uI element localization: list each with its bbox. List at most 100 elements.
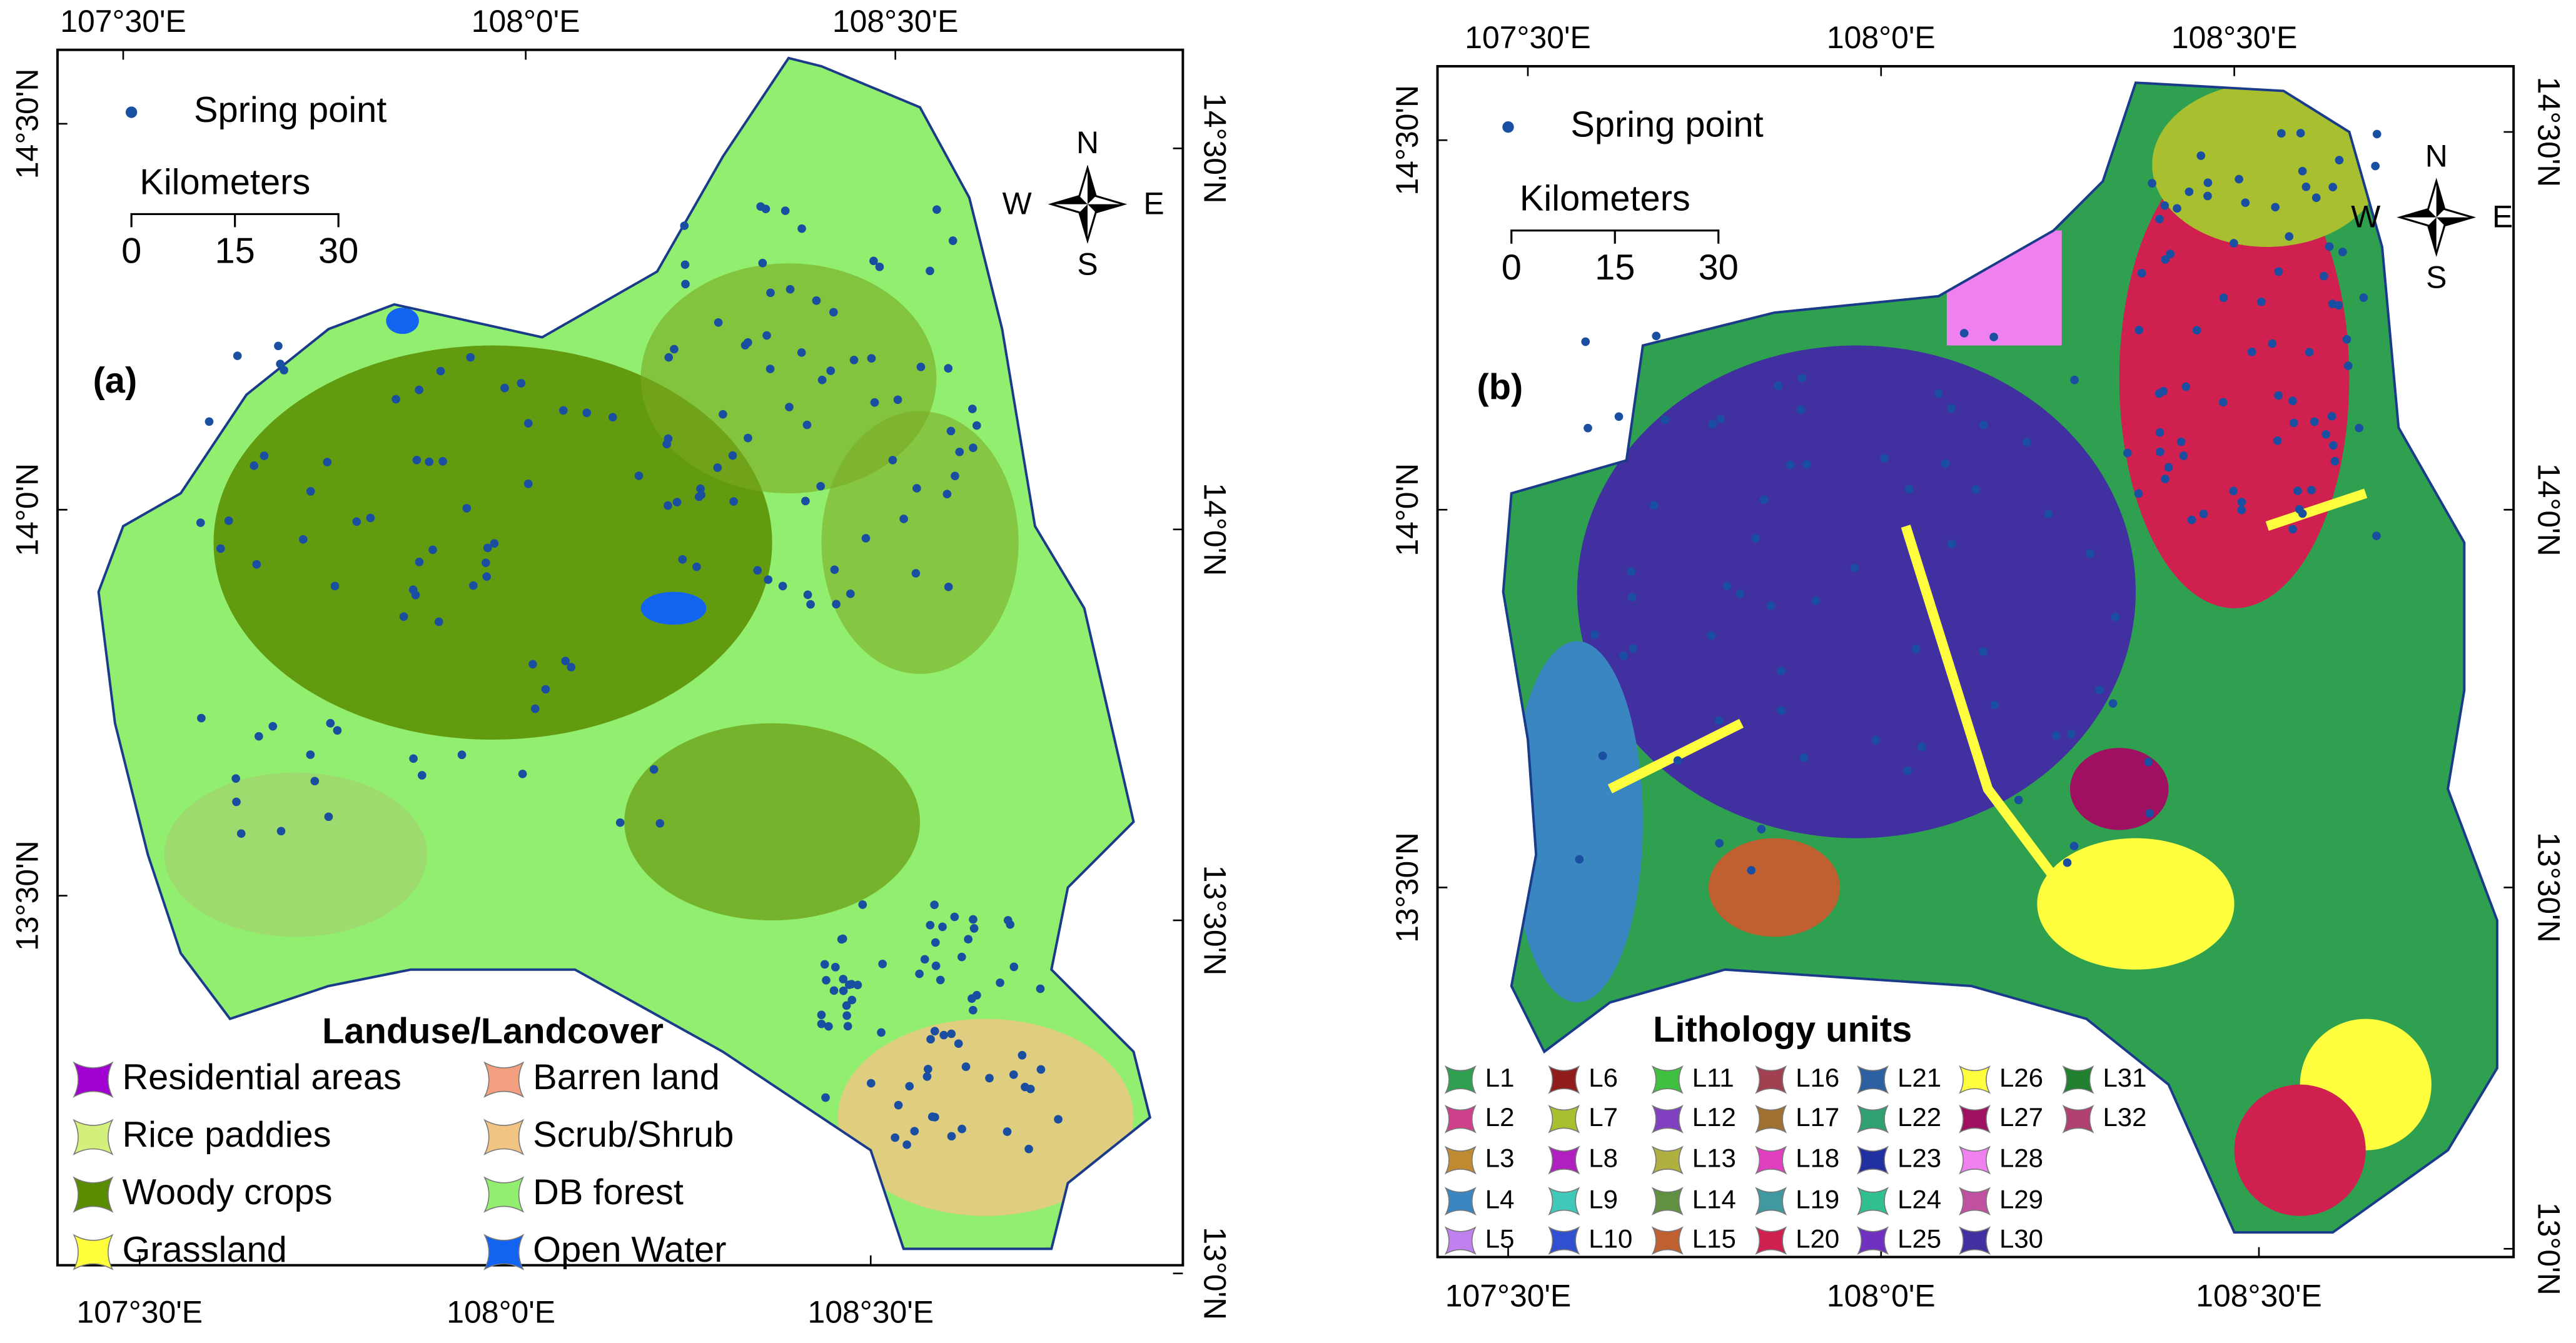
spring-point xyxy=(931,961,941,970)
spring-point xyxy=(2095,685,2104,695)
spring-point xyxy=(2338,248,2347,256)
spring-point xyxy=(670,345,679,354)
spring-point xyxy=(233,351,242,360)
spring-point xyxy=(1751,534,1760,543)
spring-point xyxy=(2274,267,2283,276)
spring-point xyxy=(915,969,924,978)
spring-point xyxy=(891,1133,900,1142)
spring-point xyxy=(817,375,827,385)
spring-point xyxy=(1959,329,1969,338)
spring-point xyxy=(2257,297,2266,306)
legend-swatch xyxy=(1444,1226,1477,1255)
spring-point xyxy=(2343,361,2353,370)
spring-point xyxy=(2218,398,2228,407)
compass-label: E xyxy=(1143,186,1164,221)
spring-point xyxy=(926,1035,935,1044)
spring-point xyxy=(615,818,625,827)
spring-point xyxy=(985,1074,994,1083)
spring-point xyxy=(2330,456,2340,466)
spring-point xyxy=(2298,166,2307,176)
spring-point xyxy=(558,406,568,415)
spring-point xyxy=(785,284,795,294)
legend-swatch xyxy=(1651,1065,1684,1094)
spring-point xyxy=(1619,651,1628,660)
spring-point xyxy=(2372,531,2381,540)
spring-point xyxy=(655,819,665,828)
spring-point xyxy=(947,1029,956,1039)
legend-swatch xyxy=(73,1119,114,1155)
spring-point xyxy=(2203,191,2212,201)
compass-label: S xyxy=(1077,247,1098,282)
spring-point xyxy=(2321,430,2331,439)
spring-point xyxy=(2298,509,2307,518)
spring-point xyxy=(2327,412,2336,421)
spring-point xyxy=(944,582,953,591)
legend-swatch xyxy=(1651,1187,1684,1216)
spring-point xyxy=(2311,193,2321,203)
legend-swatch xyxy=(1857,1187,1889,1216)
spring-point xyxy=(1747,866,1756,875)
spring-point xyxy=(802,420,812,430)
spring-point xyxy=(812,296,821,305)
spring-point xyxy=(1026,1084,1035,1094)
legend-swatch xyxy=(483,1061,525,1099)
spring-point xyxy=(530,704,540,713)
spring-point xyxy=(1708,420,1717,429)
legend-swatch xyxy=(1959,1065,1991,1094)
legend-label: L26 xyxy=(1999,1063,2043,1092)
spring-point xyxy=(762,331,771,340)
legend-swatch xyxy=(483,1234,525,1270)
spring-point xyxy=(877,1028,886,1037)
spring-point xyxy=(1715,838,1724,848)
spring-point xyxy=(847,995,857,1005)
spring-point xyxy=(829,986,839,995)
spring-point xyxy=(1598,752,1607,760)
spring-point xyxy=(2237,505,2246,515)
spring-point xyxy=(728,451,737,460)
spring-point xyxy=(457,750,467,760)
spring-point xyxy=(518,770,527,778)
spring-point xyxy=(1767,601,1775,610)
legend-label: L20 xyxy=(1796,1224,1839,1253)
tick-label: 14°0'N xyxy=(2532,463,2567,556)
spring-point xyxy=(224,516,233,525)
spring-point xyxy=(2187,515,2196,525)
spring-point xyxy=(2288,525,2297,534)
legend-label: DB forest xyxy=(533,1172,684,1212)
legend-label: L4 xyxy=(1485,1184,1515,1214)
spring-point xyxy=(1614,412,1624,421)
compass-label: E xyxy=(2492,199,2513,234)
legend-swatch xyxy=(1857,1145,1889,1175)
legend-label: L24 xyxy=(1897,1184,1941,1214)
legend-label: L22 xyxy=(1897,1102,1941,1132)
spring-point xyxy=(932,205,941,214)
spring-point xyxy=(2156,447,2164,456)
spring-point xyxy=(1850,563,1859,573)
legend-swatch xyxy=(1857,1065,1889,1094)
spring-point xyxy=(1649,501,1659,510)
spring-point xyxy=(1796,405,1806,415)
spring-point xyxy=(2134,326,2144,334)
spring-point xyxy=(680,260,690,269)
spring-point xyxy=(778,581,787,591)
legend-label: L17 xyxy=(1796,1102,1839,1132)
legend-label: L10 xyxy=(1589,1224,1632,1253)
spring-point xyxy=(1590,630,1599,639)
spring-point xyxy=(2137,269,2146,278)
legend-label: Spring point xyxy=(1570,104,1763,144)
spring-point xyxy=(1054,1115,1063,1124)
spring-point xyxy=(352,517,361,526)
spring-point xyxy=(944,364,953,373)
spring-point xyxy=(961,1062,971,1071)
tick-label: 107°30'E xyxy=(60,4,186,39)
legend-label: L1 xyxy=(1485,1063,1515,1092)
spring-point xyxy=(957,952,966,962)
spring-point xyxy=(930,900,939,909)
spring-point xyxy=(875,263,884,271)
legend-swatch xyxy=(1548,1065,1580,1094)
legend-label: L30 xyxy=(1999,1224,2043,1253)
spring-point xyxy=(1786,460,1795,470)
legend-swatch xyxy=(1548,1145,1580,1175)
spring-point xyxy=(252,560,261,569)
spring-point xyxy=(1716,415,1725,424)
